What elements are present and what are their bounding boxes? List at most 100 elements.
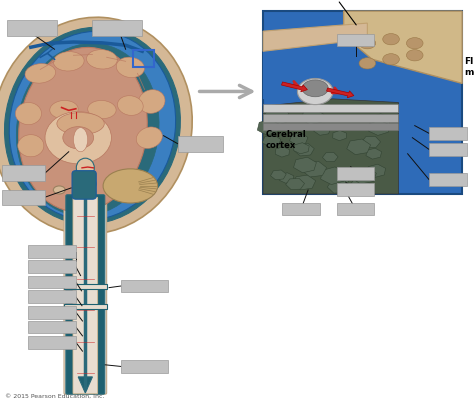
Polygon shape [328,180,350,194]
Polygon shape [262,136,281,148]
Polygon shape [301,110,324,126]
Ellipse shape [383,55,399,66]
Bar [28,321,76,334]
Ellipse shape [116,58,145,78]
Ellipse shape [63,127,94,150]
Polygon shape [293,158,316,173]
Polygon shape [257,120,280,136]
Polygon shape [322,153,338,162]
Ellipse shape [57,113,104,135]
Polygon shape [294,144,314,156]
Ellipse shape [54,53,84,72]
Bar [28,336,76,349]
Polygon shape [78,377,92,393]
Polygon shape [271,170,286,180]
FancyBboxPatch shape [72,171,96,200]
Ellipse shape [25,65,55,84]
Ellipse shape [16,103,41,125]
Ellipse shape [16,44,159,217]
Bar [337,34,374,47]
Ellipse shape [88,101,116,119]
Polygon shape [361,137,381,148]
Ellipse shape [75,176,96,192]
Polygon shape [368,121,389,136]
FancyArrowPatch shape [200,86,252,98]
Polygon shape [286,179,304,190]
Bar [64,284,107,289]
Polygon shape [290,134,308,146]
Polygon shape [333,131,346,141]
Bar [429,174,467,186]
Polygon shape [314,125,331,136]
Ellipse shape [383,34,399,46]
FancyArrowPatch shape [292,82,298,87]
Ellipse shape [9,32,176,221]
Bar [263,105,399,112]
FancyArrowPatch shape [332,89,338,94]
Ellipse shape [18,48,147,213]
FancyArrow shape [327,89,354,99]
FancyBboxPatch shape [64,199,107,394]
Ellipse shape [73,128,88,152]
Bar [121,280,168,293]
Bar [7,21,57,37]
Bar [28,276,76,289]
Polygon shape [293,176,316,190]
Polygon shape [264,107,289,122]
Polygon shape [263,99,399,194]
Ellipse shape [53,186,65,194]
Bar [92,21,142,37]
Polygon shape [366,149,382,160]
Polygon shape [332,174,350,186]
Polygon shape [263,24,367,52]
Text: Cerebral
cortex: Cerebral cortex [265,130,306,150]
Polygon shape [275,147,290,158]
Ellipse shape [50,101,78,119]
Ellipse shape [87,51,117,70]
Bar [429,128,467,140]
Bar [263,115,399,122]
FancyBboxPatch shape [73,198,98,394]
Text: Fluid
movement: Fluid movement [465,57,474,77]
Polygon shape [344,12,462,84]
Polygon shape [302,162,327,178]
Bar [133,51,154,68]
Ellipse shape [0,18,192,235]
Ellipse shape [45,112,111,164]
Polygon shape [367,165,386,178]
Polygon shape [358,169,376,179]
Polygon shape [293,143,309,154]
Polygon shape [370,115,390,129]
Ellipse shape [406,51,423,62]
Bar [121,360,168,373]
Ellipse shape [18,136,44,157]
Ellipse shape [76,159,94,178]
Bar [28,246,76,259]
Bar [64,304,107,309]
Ellipse shape [138,91,165,114]
Bar [282,204,320,216]
Bar [337,184,374,196]
Polygon shape [263,109,288,127]
Bar [337,168,374,180]
Bar [263,36,402,99]
Text: © 2015 Pearson Education, Inc.: © 2015 Pearson Education, Inc. [5,393,104,398]
Polygon shape [347,140,371,155]
Bar [337,204,374,216]
Polygon shape [320,168,346,185]
Ellipse shape [137,128,162,149]
Bar [429,144,467,156]
Bar [263,12,462,194]
Ellipse shape [4,28,181,225]
Ellipse shape [118,97,143,116]
Ellipse shape [359,38,375,50]
Ellipse shape [359,59,375,70]
Bar [2,166,45,181]
Bar [28,261,76,273]
Bar [28,306,76,319]
Bar [2,190,45,205]
Polygon shape [350,179,370,190]
Bar [28,291,76,304]
FancyArrow shape [282,83,308,93]
Ellipse shape [298,79,333,105]
